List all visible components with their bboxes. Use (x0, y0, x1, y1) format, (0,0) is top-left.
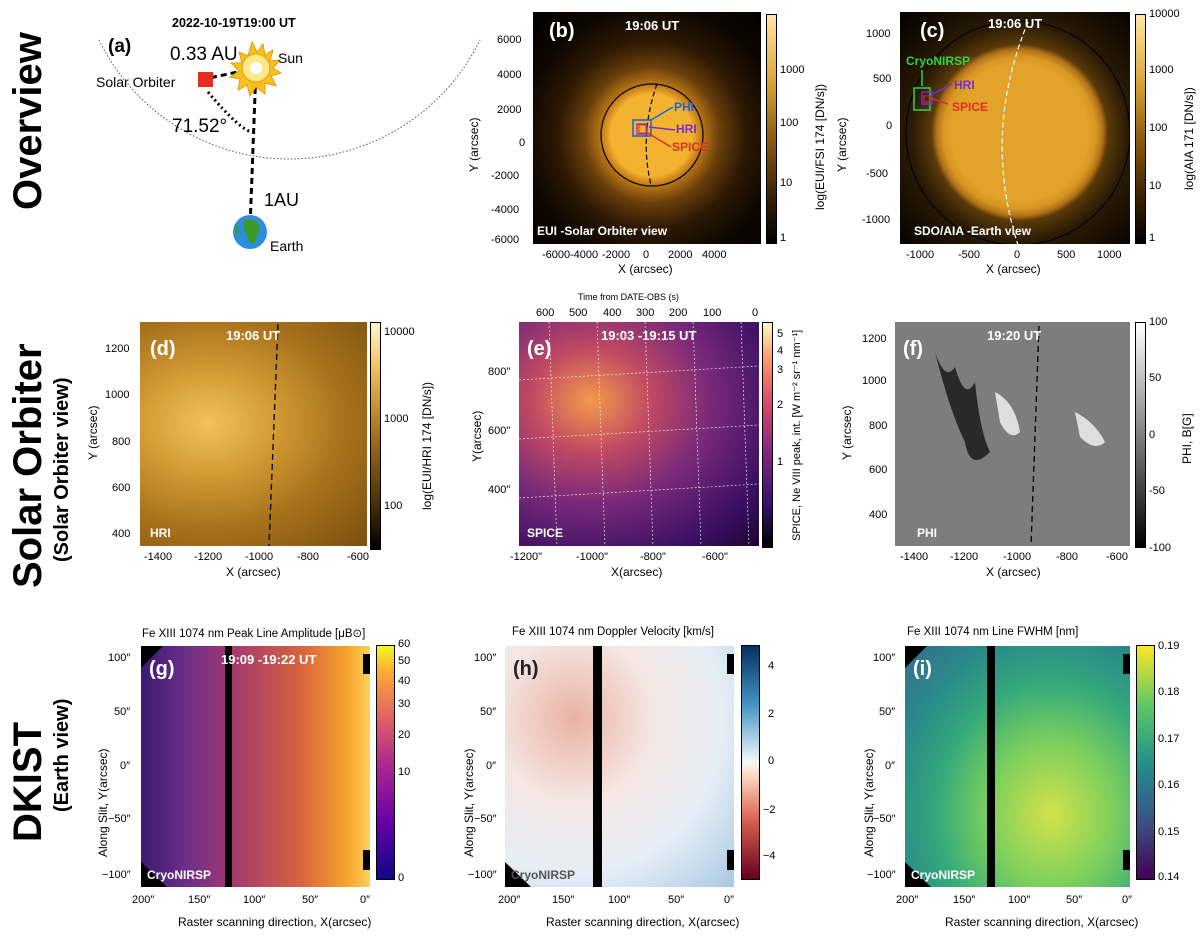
panel-h-title: Fe XIII 1074 nm Doppler Velocity [km/s] (512, 626, 714, 638)
panel-h-colorbar (741, 645, 760, 880)
phi-annotation: PHI (674, 100, 695, 114)
panel-e-time: 19:03 -19:15 UT (601, 328, 697, 343)
panel-h-label: (h) (513, 658, 539, 680)
panel-c-colorbar (1135, 14, 1146, 244)
panel-g-title: Fe XIII 1074 nm Peak Line Amplitude [μB⊙… (142, 628, 366, 640)
distance-label: 0.33 AU (170, 44, 238, 65)
panel-a-label: (a) (108, 36, 132, 57)
panel-g-name: CryoNIRSP (147, 868, 212, 882)
panel-b-image: (b) 19:06 UT EUI -Solar Orbiter view PHI… (533, 12, 761, 244)
panel-d-label: (d) (150, 338, 176, 360)
panel-c-time: 19:06 UT (988, 16, 1043, 31)
panel-b-name: EUI -Solar Orbiter view (537, 224, 668, 238)
panel-h-ylabel: Along Slit, Y(arcsec) (462, 748, 476, 858)
panel-h-image: (h) CryoNIRSP (505, 646, 734, 887)
earth-label: Earth (270, 238, 304, 254)
panel-b-time: 19:06 UT (625, 18, 680, 33)
sun-icon (228, 40, 283, 98)
panel-i-label: (i) (913, 658, 932, 680)
panel-e-xlabel: X(arcsec) (611, 565, 663, 579)
panel-g-xlabel: Raster scanning direction, X(arcsec) (178, 915, 372, 929)
panel-i-image: (i) CryoNIRSP (905, 646, 1130, 887)
panel-i-colorbar (1136, 645, 1155, 880)
sun-label: Sun (278, 50, 303, 66)
solar-orbiter-icon (198, 72, 213, 87)
angle-label: 71.52° (172, 116, 228, 137)
panel-f-cbar-label: PHI, B[G] (1180, 413, 1194, 464)
row-label-solar-orbiter: Solar Orbiter (Solar Orbiter view) (6, 343, 73, 588)
panel-f-label: (f) (903, 338, 923, 360)
panel-f-time: 19:20 UT (987, 328, 1042, 343)
panel-d-name: HRI (150, 526, 171, 540)
panel-c-xlabel: X (arcsec) (986, 262, 1041, 276)
panel-e-top-axis-label: Time from DATE-OBS (s) (578, 292, 679, 302)
panel-c-ylabel: Y (arcsec) (835, 117, 849, 172)
panel-a-date: 2022-10-19T19:00 UT (172, 16, 296, 30)
cryonirsp-annotation: CryoNIRSP (906, 54, 971, 68)
row-label-overview: Overview (6, 32, 50, 210)
panel-e-label: (e) (527, 338, 552, 360)
panel-i-ylabel: Along Slit, Y(arcsec) (862, 748, 876, 858)
panel-f-ylabel: Y (arcsec) (840, 405, 854, 460)
panel-g-label: (g) (149, 658, 175, 680)
earth-icon (233, 215, 267, 249)
panel-c-label: (c) (920, 20, 945, 42)
hri-annotation: HRI (676, 122, 697, 136)
panel-e-cbar-label: SPICE, Ne VIII peak, int. [W m⁻² sr⁻¹ nm… (791, 329, 803, 541)
panel-b-ylabel: Y (arcsec) (467, 117, 481, 172)
panel-g-ylabel: Along Slit, Y(arcsec) (96, 748, 110, 858)
panel-f-name: PHI (917, 526, 938, 540)
panel-e-image: (e) 19:03 -19:15 UT SPICE (519, 322, 759, 546)
panel-c-image: (c) 19:06 UT SDO/AIA -Earth view CryoNIR… (900, 12, 1130, 244)
panel-f-xlabel: X (arcsec) (986, 565, 1041, 579)
panel-b-label: (b) (549, 20, 575, 42)
panel-h-xlabel: Raster scanning direction, X(arcsec) (546, 915, 740, 929)
spice-annotation: SPICE (672, 140, 709, 154)
panel-b-colorbar (766, 14, 777, 244)
panel-e-name: SPICE (527, 526, 564, 540)
panel-d-image: (d) 19:06 UT HRI (140, 322, 367, 546)
panel-g-time: 19:09 -19:22 UT (221, 652, 317, 667)
panel-d-ylabel: Y (arcsec) (86, 405, 100, 460)
panel-h-name: CryoNIRSP (511, 868, 576, 882)
panel-d-time: 19:06 UT (226, 328, 281, 343)
panel-c-cbar-label: log(AIA 171 [DN/s]) (1182, 87, 1196, 190)
panel-f-colorbar (1135, 322, 1146, 548)
panel-b-xlabel: X (arcsec) (618, 262, 673, 276)
panel-i-xlabel: Raster scanning direction, X(arcsec) (945, 915, 1139, 929)
panel-d-xlabel: X (arcsec) (226, 565, 281, 579)
panel-f-image: (f) 19:20 UT PHI (895, 322, 1130, 546)
spice-annotation-c: SPICE (952, 100, 989, 114)
panel-i-title: Fe XIII 1074 nm Line FWHM [nm] (907, 626, 1079, 638)
panel-d-colorbar (370, 322, 381, 550)
panel-c-name: SDO/AIA -Earth view (914, 224, 1031, 238)
solar-orbiter-label: Solar Orbiter (96, 74, 176, 90)
panel-d-cbar-label: log(EUI/HRI 174 [DN/s]) (420, 381, 434, 510)
panel-g-image: (g) 19:09 -19:22 UT CryoNIRSP (141, 646, 370, 887)
panel-b-cbar-label: log(EUI/FSI 174 [DN/s]) (813, 83, 827, 210)
panel-g-colorbar (376, 645, 395, 880)
au-label: 1AU (264, 190, 300, 210)
panel-e-colorbar (762, 322, 773, 548)
hri-annotation-c: HRI (954, 78, 975, 92)
panel-i-name: CryoNIRSP (911, 868, 976, 882)
panel-e-ylabel: Y(arcsec) (470, 410, 484, 462)
panel-a-orbit-diagram: 2022-10-19T19:00 UT (a) 0.33 AU Sun Sola… (60, 0, 481, 275)
row-label-dkist: DKIST (Earth view) (6, 698, 73, 842)
